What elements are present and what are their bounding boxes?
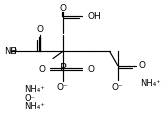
Text: O: O: [37, 25, 44, 34]
Text: O: O: [87, 64, 94, 74]
Text: O: O: [139, 61, 146, 70]
Text: O: O: [38, 64, 45, 74]
Text: O: O: [10, 47, 17, 57]
Text: OH: OH: [87, 12, 101, 21]
Text: NH₄⁺: NH₄⁺: [24, 102, 45, 111]
Text: NH₄⁺: NH₄⁺: [140, 79, 161, 88]
Text: NH₄⁺: NH₄⁺: [24, 85, 45, 94]
Text: NH: NH: [5, 47, 17, 56]
Text: O: O: [59, 4, 66, 13]
Text: O⁻: O⁻: [57, 83, 69, 92]
Text: O⁻: O⁻: [24, 94, 35, 103]
Text: O⁻: O⁻: [112, 83, 124, 92]
Text: P: P: [59, 63, 66, 73]
